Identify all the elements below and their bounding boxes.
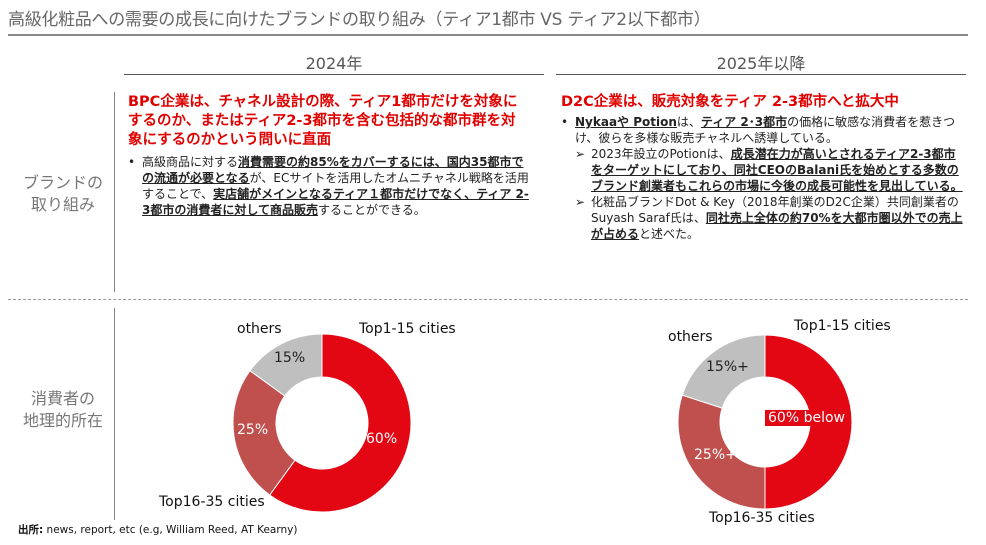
slice-top16-35 bbox=[232, 369, 296, 496]
right-sub-bullet-1: ➢ 2023年設立のPotionは、成長潜在力が高いとされるティア2-3都市をタ… bbox=[575, 146, 963, 194]
left-text-block: BPC企業は、チャネル設計の際、ティア1都市だけを対象にするのか、またはティア2… bbox=[128, 93, 530, 218]
right-headline: D2C企業は、販売対象をティア 2-3都市へと拡大中 bbox=[561, 94, 899, 110]
row-label-brand-line1: ブランドの bbox=[22, 173, 103, 192]
column-header-2024: 2024年 bbox=[305, 54, 363, 73]
right-bullet-part: は、 bbox=[676, 115, 701, 129]
right-text-block: D2C企業は、販売対象をティア 2-3都市へと拡大中 • Nykaaや Poti… bbox=[561, 93, 963, 242]
value-label-others-right: 15%+ bbox=[706, 359, 749, 375]
page-title: 高級化粧品への需要の成長に向けたブランドの取り組み（ティア1都市 VS ティア2… bbox=[8, 10, 711, 30]
row-label-geo-line2: 地理的所在 bbox=[22, 411, 103, 430]
left-bullet-part: 高級商品に対する bbox=[142, 155, 239, 169]
slice-others bbox=[681, 334, 766, 409]
left-headline: BPC企業は、チャネル設計の際、ティア1都市だけを対象にするのか、またはティア2… bbox=[128, 94, 518, 148]
value-label-top16-35-left: 25% bbox=[237, 422, 269, 438]
value-label-top16-35-right: 25%+ bbox=[694, 447, 737, 463]
chevron-right-icon: ➢ bbox=[575, 195, 586, 209]
chevron-right-icon: ➢ bbox=[575, 147, 586, 161]
row-label-geo-line1: 消費者の bbox=[30, 389, 95, 408]
column-header-2025: 2025年以降 bbox=[716, 54, 806, 73]
bullet-dot-icon: • bbox=[128, 155, 136, 169]
column-header-rule-left bbox=[124, 74, 544, 75]
legend-top1-15-right: Top1-15 cities bbox=[794, 318, 891, 334]
source-label: 出所: bbox=[18, 524, 44, 536]
legend-top16-35-right: Top16-35 cities bbox=[709, 510, 815, 526]
row-separator-top bbox=[114, 92, 115, 292]
slice-top1-15 bbox=[268, 333, 412, 513]
right-sub1-part: 2023年設立のPotionは、 bbox=[591, 147, 731, 161]
right-bullet: • Nykaaや Potionは、ティア 2･3都市の価格に敏感な消費者を惹きつ… bbox=[561, 114, 963, 146]
row-label-brand: ブランドの 取り組み bbox=[14, 172, 112, 216]
left-bullet-part: することができる。 bbox=[318, 203, 426, 217]
left-bullet-emphasis: 実店舗がメインとなるティア１都市だけでなく、ティア 2-3都市の消費者に対して商… bbox=[142, 187, 529, 217]
left-bullet-emphasis: 消費需要の約85%をカバーするには、国内35都市での流通が必要となる bbox=[142, 155, 524, 185]
value-label-top1-15-left: 60% bbox=[366, 431, 398, 447]
source-text: news, report, etc (e.g, William Reed, AT… bbox=[46, 524, 298, 536]
bullet-dot-icon: • bbox=[561, 115, 569, 129]
left-bullet-text: 高級商品に対する消費需要の約85%をカバーするには、国内35都市での流通が必要と… bbox=[142, 154, 530, 218]
value-label-top1-15-right: 60% below bbox=[765, 410, 848, 426]
legend-top1-15-left: Top1-15 cities bbox=[359, 321, 456, 337]
right-sub2-part: 化粧品ブランドDot & Key（2018年創業のD2C企業）共同創業者のSuy… bbox=[591, 195, 959, 225]
column-header-rule-right bbox=[556, 74, 966, 75]
value-label-others-left: 15% bbox=[274, 350, 306, 366]
row-label-geo: 消費者の 地理的所在 bbox=[14, 388, 112, 432]
right-sub2-part: と述べた。 bbox=[639, 227, 700, 241]
legend-others-right: others bbox=[668, 329, 713, 345]
right-sub-bullet-2: ➢ 化粧品ブランドDot & Key（2018年創業のD2C企業）共同創業者のS… bbox=[575, 194, 963, 242]
legend-others-left: others bbox=[237, 321, 282, 337]
right-sub2-text: 化粧品ブランドDot & Key（2018年創業のD2C企業）共同創業者のSuy… bbox=[591, 194, 963, 242]
donut-chart-2025 bbox=[677, 334, 853, 510]
right-sub1-emphasis: 成長潜在力が高いとされるティア2-3都市をターゲットにしており、同社CEOのBa… bbox=[591, 147, 963, 193]
left-bullet: • 高級商品に対する消費需要の約85%をカバーするには、国内35都市での流通が必… bbox=[128, 154, 530, 218]
source-note: 出所: news, report, etc (e.g, William Reed… bbox=[18, 522, 297, 537]
slice-top16-35 bbox=[677, 394, 766, 510]
left-bullet-part: が、ECサイトを活用したオムニチャネル戦略を活用することで、 bbox=[142, 171, 529, 201]
right-sub1-text: 2023年設立のPotionは、成長潜在力が高いとされるティア2-3都市をターゲ… bbox=[591, 146, 963, 194]
slice-others bbox=[249, 333, 323, 397]
donut-chart-2024 bbox=[232, 333, 412, 513]
legend-top16-35-left: Top16-35 cities bbox=[159, 494, 265, 510]
right-bullet-emphasis: ティア 2･3都市 bbox=[700, 115, 788, 129]
right-bullet-text: Nykaaや Potionは、ティア 2･3都市の価格に敏感な消費者を惹きつけ、… bbox=[575, 114, 963, 146]
right-bullet-part: の価格に敏感な消費者を惹きつけ、彼らを多様な販売チャネルへ誘導している。 bbox=[575, 115, 956, 145]
title-divider bbox=[8, 34, 968, 36]
row-label-brand-line2: 取り組み bbox=[30, 195, 95, 214]
row-divider bbox=[8, 299, 968, 300]
slice-top1-15 bbox=[764, 334, 853, 510]
right-bullet-emphasis: Nykaaや Potion bbox=[575, 115, 677, 129]
right-sub2-emphasis: 同社売上全体の約70%を大都市圏以外での売上が占める bbox=[591, 211, 963, 241]
row-separator-bottom bbox=[114, 308, 115, 520]
